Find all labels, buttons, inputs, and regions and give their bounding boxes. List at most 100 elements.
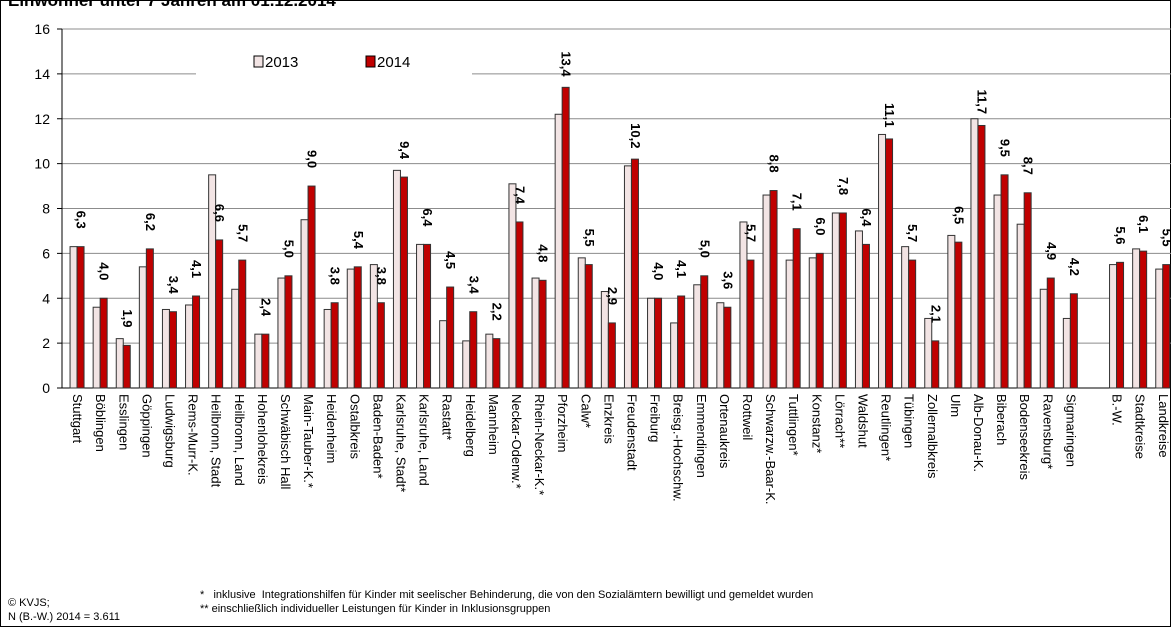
bar	[554, 113, 563, 389]
bar	[600, 291, 609, 389]
bar	[115, 338, 124, 389]
x-tick-label: Heilbronn, Land	[232, 394, 247, 486]
bar	[993, 194, 1002, 389]
bar	[538, 279, 547, 389]
bar	[446, 286, 455, 389]
data-label: 2,4	[258, 298, 273, 317]
x-tick-label: Alb-Donau-K.	[971, 394, 986, 472]
y-tick-label: 2	[42, 335, 50, 351]
bar	[1069, 293, 1078, 389]
bar	[739, 221, 748, 389]
data-label: 8,7	[1021, 157, 1036, 175]
data-label: 5,6	[1113, 226, 1128, 244]
x-tick-label: Heidelberg	[463, 394, 478, 457]
bar	[215, 239, 224, 389]
legend-label: 2014	[377, 54, 410, 71]
bar	[1162, 264, 1171, 389]
bar	[878, 133, 887, 389]
bar	[353, 266, 362, 389]
bar	[531, 277, 540, 389]
bar	[584, 264, 593, 389]
bar	[1062, 317, 1071, 389]
data-label: 4,8	[536, 244, 551, 262]
x-tick-label: Heilbronn, Stadt	[209, 394, 224, 488]
data-label: 5,5	[1159, 229, 1171, 247]
x-tick-label: Zollernalbkreis	[925, 394, 940, 479]
bar	[654, 297, 663, 389]
x-tick-label: Ludwigsburg	[162, 394, 177, 468]
bar	[908, 259, 917, 389]
x-tick-label: Stadtkreise	[1133, 394, 1148, 459]
x-tick-label: Emmendingen	[694, 394, 709, 478]
bar	[1023, 192, 1032, 389]
bar	[1139, 250, 1148, 389]
data-label: 6,4	[859, 208, 874, 227]
bar	[439, 320, 448, 389]
x-tick-label: Breisg.-Hochschw.	[671, 394, 686, 502]
bar	[647, 297, 656, 389]
data-label: 4,5	[443, 251, 458, 269]
bar	[492, 338, 501, 389]
bar	[376, 302, 385, 389]
data-label: 7,4	[512, 186, 527, 205]
bar	[330, 302, 339, 389]
data-label: 4,0	[97, 262, 112, 280]
x-tick-label: Heidenheim	[324, 394, 339, 463]
x-tick-label: Sigmaringen	[1063, 394, 1078, 467]
data-label: 3,8	[374, 267, 389, 285]
data-label: 5,7	[743, 224, 758, 242]
x-tick-label: Mannheim	[486, 394, 501, 455]
bar	[815, 252, 824, 389]
data-label: 6,4	[420, 208, 435, 227]
data-label: 7,1	[790, 193, 805, 211]
source: © KVJS;	[8, 597, 50, 609]
bar	[145, 248, 154, 389]
x-tick-label: Schwäbisch Hall	[278, 394, 293, 489]
footnote: * inklusive Integrationshilfen für Kinde…	[200, 589, 813, 601]
bar	[99, 297, 108, 389]
bar	[1116, 261, 1125, 389]
source: N (B.-W.) 2014 = 3.611	[8, 611, 120, 623]
data-label: 4,0	[651, 262, 666, 280]
bar	[838, 212, 847, 389]
y-tick-label: 16	[34, 21, 50, 37]
bar	[901, 246, 910, 389]
data-label: 6,6	[212, 204, 227, 222]
data-label: 13,4	[559, 51, 574, 77]
bar	[1155, 268, 1164, 389]
bar	[192, 295, 201, 389]
x-tick-label: Tuttlingen*	[786, 394, 801, 456]
bar	[462, 340, 471, 389]
bar	[254, 333, 263, 389]
bar	[808, 257, 817, 389]
x-tick-label: Ravensburg*	[1040, 394, 1055, 469]
bar	[769, 190, 778, 389]
x-tick-label: Enzkreis	[601, 394, 616, 444]
data-label: 7,8	[836, 177, 851, 195]
bar	[1016, 223, 1025, 389]
bar	[399, 176, 408, 389]
data-label: 6,3	[74, 211, 89, 229]
bar	[1039, 288, 1048, 389]
data-label: 1,9	[120, 309, 135, 327]
x-tick-label: Konstanz*	[809, 394, 824, 453]
data-label: 5,7	[905, 224, 920, 242]
bar	[970, 118, 979, 389]
bar	[607, 322, 616, 389]
bar	[677, 295, 686, 389]
x-tick-label: Karlsruhe, Land	[417, 394, 432, 486]
bar	[762, 194, 771, 389]
bar	[861, 243, 870, 389]
data-label: 10,2	[628, 123, 643, 148]
bar	[1132, 248, 1141, 389]
bar	[161, 308, 170, 389]
data-label: 8,8	[767, 155, 782, 173]
x-tick-label: Ostalbkreis	[347, 394, 362, 460]
bar	[831, 212, 840, 389]
data-label: 3,6	[720, 271, 735, 289]
bar	[307, 185, 316, 389]
bar	[792, 228, 801, 389]
y-tick-label: 8	[42, 201, 50, 217]
bar	[954, 241, 963, 389]
x-tick-label: Calw*	[578, 394, 593, 428]
